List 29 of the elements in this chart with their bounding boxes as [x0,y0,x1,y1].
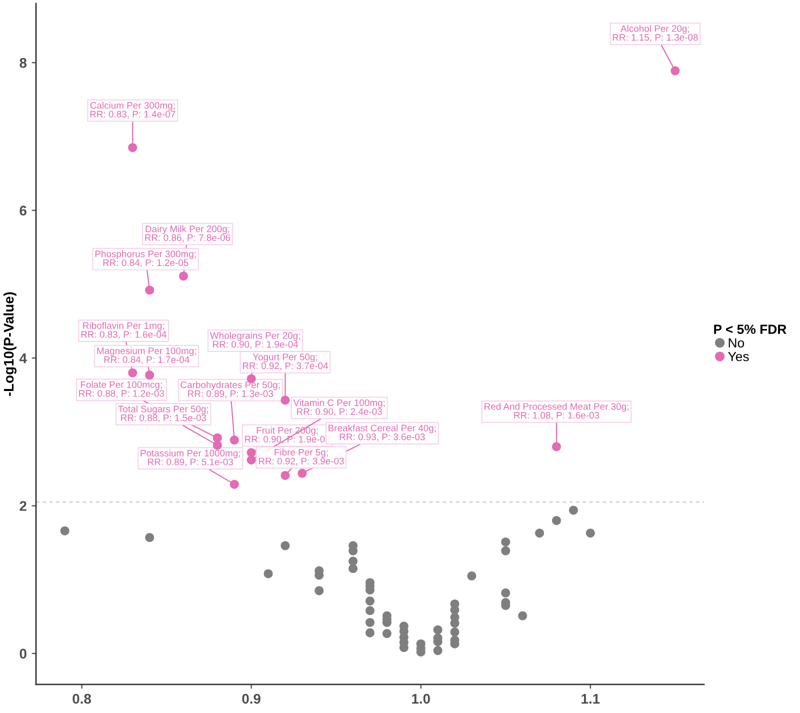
annotation: Yogurt Per 50g; RR: 0.92, P: 3.7e-04 [242,354,328,370]
x-tick-label: 1.0 [412,694,430,704]
annotation: Folate Per 100mcg; RR: 0.88, P: 1.2e-03 [79,381,164,398]
x-tick-label: 0.9 [242,694,260,704]
legend-title: P < 5% FDR [714,324,786,334]
y-tick-label: 6 [20,206,26,216]
y-tick-label: 2 [20,501,26,511]
x-tick-label: 1.1 [582,694,600,704]
legend-label: No [728,338,744,348]
annotation: Vitamin C Per 100mg; RR: 0.90, P: 2.4e-03 [293,399,385,416]
annotation: Calcium Per 300mg; RR: 0.83, P: 1.4e-07 [90,102,176,119]
annotation: Breakfast Cereal Per 40g; RR: 0.93, P: 3.6e-03 [328,424,436,442]
legend-label: Yes [728,352,749,362]
annotation: Magnesium Per 100mg; RR: 0.84, P: 1.7e-04 [97,347,196,364]
y-tick-label: 8 [20,58,27,68]
annotation: Wholegrains Per 20g; RR: 0.90, P: 1.9e-04 [210,332,300,349]
annotation: Phosphorus Per 300mg; RR: 0.84, P: 1.2e-05 [95,250,196,268]
y-tick-label: 4 [19,354,27,364]
annotation: Total Sugars Per 50g; RR: 0.88, P: 1.5e-03 [118,405,208,422]
annotation: Red And Processed Meat Per 30g; RR: 1.08, P: 1.6e-03 [484,402,628,420]
annotation: Alcohol Per 20g; RR: 1.15, P: 1.3e-08 [612,24,698,42]
y-axis-title: -Log10(P-Value) [3,292,16,396]
annotation: Dairy Milk Per 200g; RR: 0.86, P: 7.8e-06 [145,225,230,242]
annotation: Potassium Per 1000mg; RR: 0.89, P: 5.1e-03 [140,450,240,466]
annotation: Carbohydrates Per 50g; RR: 0.89, P: 1.3e-03 [180,381,280,398]
y-tick-label: 0 [20,648,26,659]
annotation: Fibre Per 5g; RR: 0.92, P: 3.9e-03 [258,448,344,466]
annotation: Riboflavin Per 1mg; RR: 0.83, P: 1.6e-04 [81,322,166,339]
x-tick-label: 0.8 [72,694,92,704]
